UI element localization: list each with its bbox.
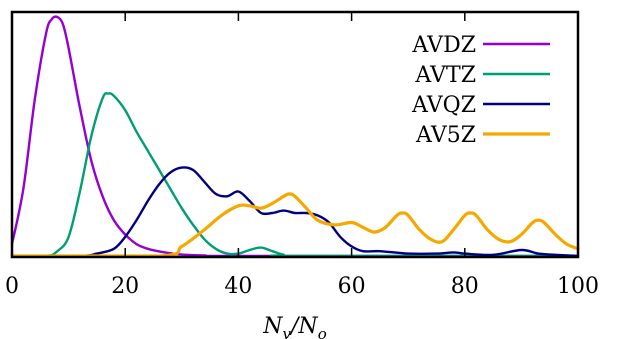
x-axis-label-sub-v: v (283, 325, 292, 339)
series-line-avdz (10, 15, 580, 258)
series-line-avtz (10, 92, 580, 258)
x-tick-label-80: 80 (451, 274, 479, 299)
series-line-av5z (10, 192, 580, 258)
x-axis-label-sub-o: o (318, 325, 327, 339)
x-tick-label-60: 60 (338, 274, 366, 299)
legend-label-avtz: AVTZ (414, 63, 476, 88)
tick-layer: 0 20 40 60 80 100 (5, 12, 599, 299)
legend-label-avqz: AVQZ (411, 93, 476, 118)
x-tick-label-20: 20 (111, 274, 139, 299)
x-axis-label-main: N (262, 314, 283, 339)
plot-frame (10, 10, 580, 259)
legend-label-av5z: AV5Z (415, 123, 476, 148)
x-tick-label-0: 0 (5, 274, 19, 299)
legend: AVDZ AVTZ AVQZ AV5Z (411, 33, 550, 148)
x-tick-label-40: 40 (224, 274, 252, 299)
x-axis-label-slash: /N (289, 314, 318, 339)
x-tick-label-100: 100 (557, 274, 599, 299)
legend-label-avdz: AVDZ (411, 33, 476, 58)
series-layer (10, 15, 580, 258)
series-line-avqz (10, 166, 580, 258)
x-axis-label: Nv/No (262, 314, 326, 339)
